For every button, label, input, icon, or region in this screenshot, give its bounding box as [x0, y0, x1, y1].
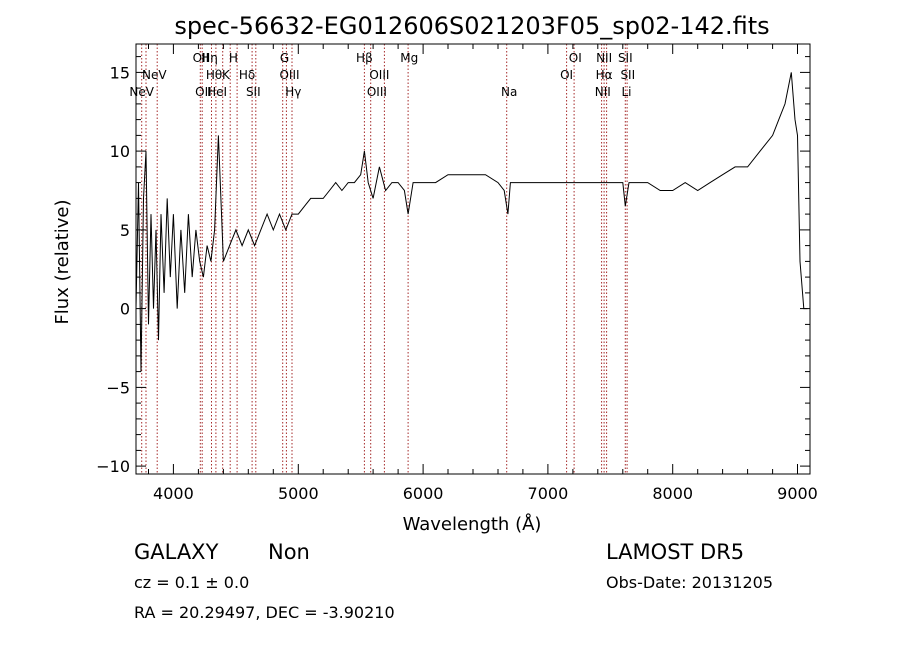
line-label-1: NeV — [142, 68, 167, 82]
y-tick-label-0: 0 — [120, 300, 130, 319]
y-tick-label--5: −5 — [106, 378, 130, 397]
line-label-17: Mg — [400, 51, 418, 65]
line-label-6: HeI — [207, 85, 227, 99]
emission-line-markers — [141, 44, 628, 474]
y-tick-label-15: 15 — [110, 63, 130, 82]
line-label-16: OIII — [367, 85, 387, 99]
line-label-3: OII — [195, 85, 212, 99]
y-tick-label--10: −10 — [96, 457, 130, 476]
line-label-19: OI — [560, 68, 573, 82]
line-label-7: K — [222, 68, 231, 82]
y-tick-label-5: 5 — [120, 221, 130, 240]
line-label-4: Hη — [201, 51, 218, 65]
x-axis-ticks: 4000 5000 6000 7000 8000 9000 — [148, 44, 818, 503]
line-label-8: H — [229, 51, 238, 65]
line-label-10: SII — [246, 85, 261, 99]
line-label-18: Na — [501, 85, 517, 99]
line-label-12: OIII — [279, 68, 299, 82]
ra-dec-coordinates: RA = 20.29497, DEC = -3.90210 — [134, 603, 395, 622]
object-class: GALAXY — [134, 540, 219, 564]
line-label-24: SII — [618, 51, 633, 65]
y-axis-ticks: −10 −5 0 5 10 15 — [96, 56, 810, 476]
line-label-14: Hβ — [356, 51, 373, 65]
line-label-5: Hθ — [206, 68, 222, 82]
x-tick-label-4000: 4000 — [153, 484, 194, 503]
x-axis-label: Wavelength (Å) — [403, 513, 542, 535]
redshift-cz: cz = 0.1 ± 0.0 — [134, 573, 250, 592]
spectrum-line — [135, 72, 808, 372]
chart-title: spec-56632-EG012606S021203F05_sp02-142.f… — [174, 12, 769, 40]
x-tick-label-5000: 5000 — [278, 484, 319, 503]
line-label-11: G — [280, 51, 289, 65]
survey-name: LAMOST DR5 — [606, 540, 745, 564]
line-label-25: SII — [620, 68, 635, 82]
line-label-13: Hγ — [285, 85, 301, 99]
x-tick-label-8000: 8000 — [652, 484, 693, 503]
line-label-15: OIII — [369, 68, 389, 82]
y-tick-label-10: 10 — [110, 142, 130, 161]
x-tick-label-7000: 7000 — [528, 484, 569, 503]
object-subclass: Non — [268, 540, 310, 564]
observation-date: Obs-Date: 20131205 — [606, 573, 774, 592]
line-label-20: OI — [569, 51, 582, 65]
line-label-23: NII — [595, 85, 611, 99]
line-label-0: NeV — [129, 85, 154, 99]
line-label-9: Hδ — [239, 68, 255, 82]
line-label-21: NII — [596, 51, 612, 65]
x-tick-label-9000: 9000 — [777, 484, 818, 503]
emission-line-labels: NeVNeVOIIOIIHηHθHeIKHHδSIIGOIIIHγHβOIIIO… — [129, 51, 635, 99]
line-label-26: Li — [621, 85, 631, 99]
x-tick-label-6000: 6000 — [403, 484, 444, 503]
line-label-22: Hα — [596, 68, 613, 82]
line-label-2: OII — [193, 51, 210, 65]
y-axis-label: Flux (relative) — [52, 199, 73, 324]
